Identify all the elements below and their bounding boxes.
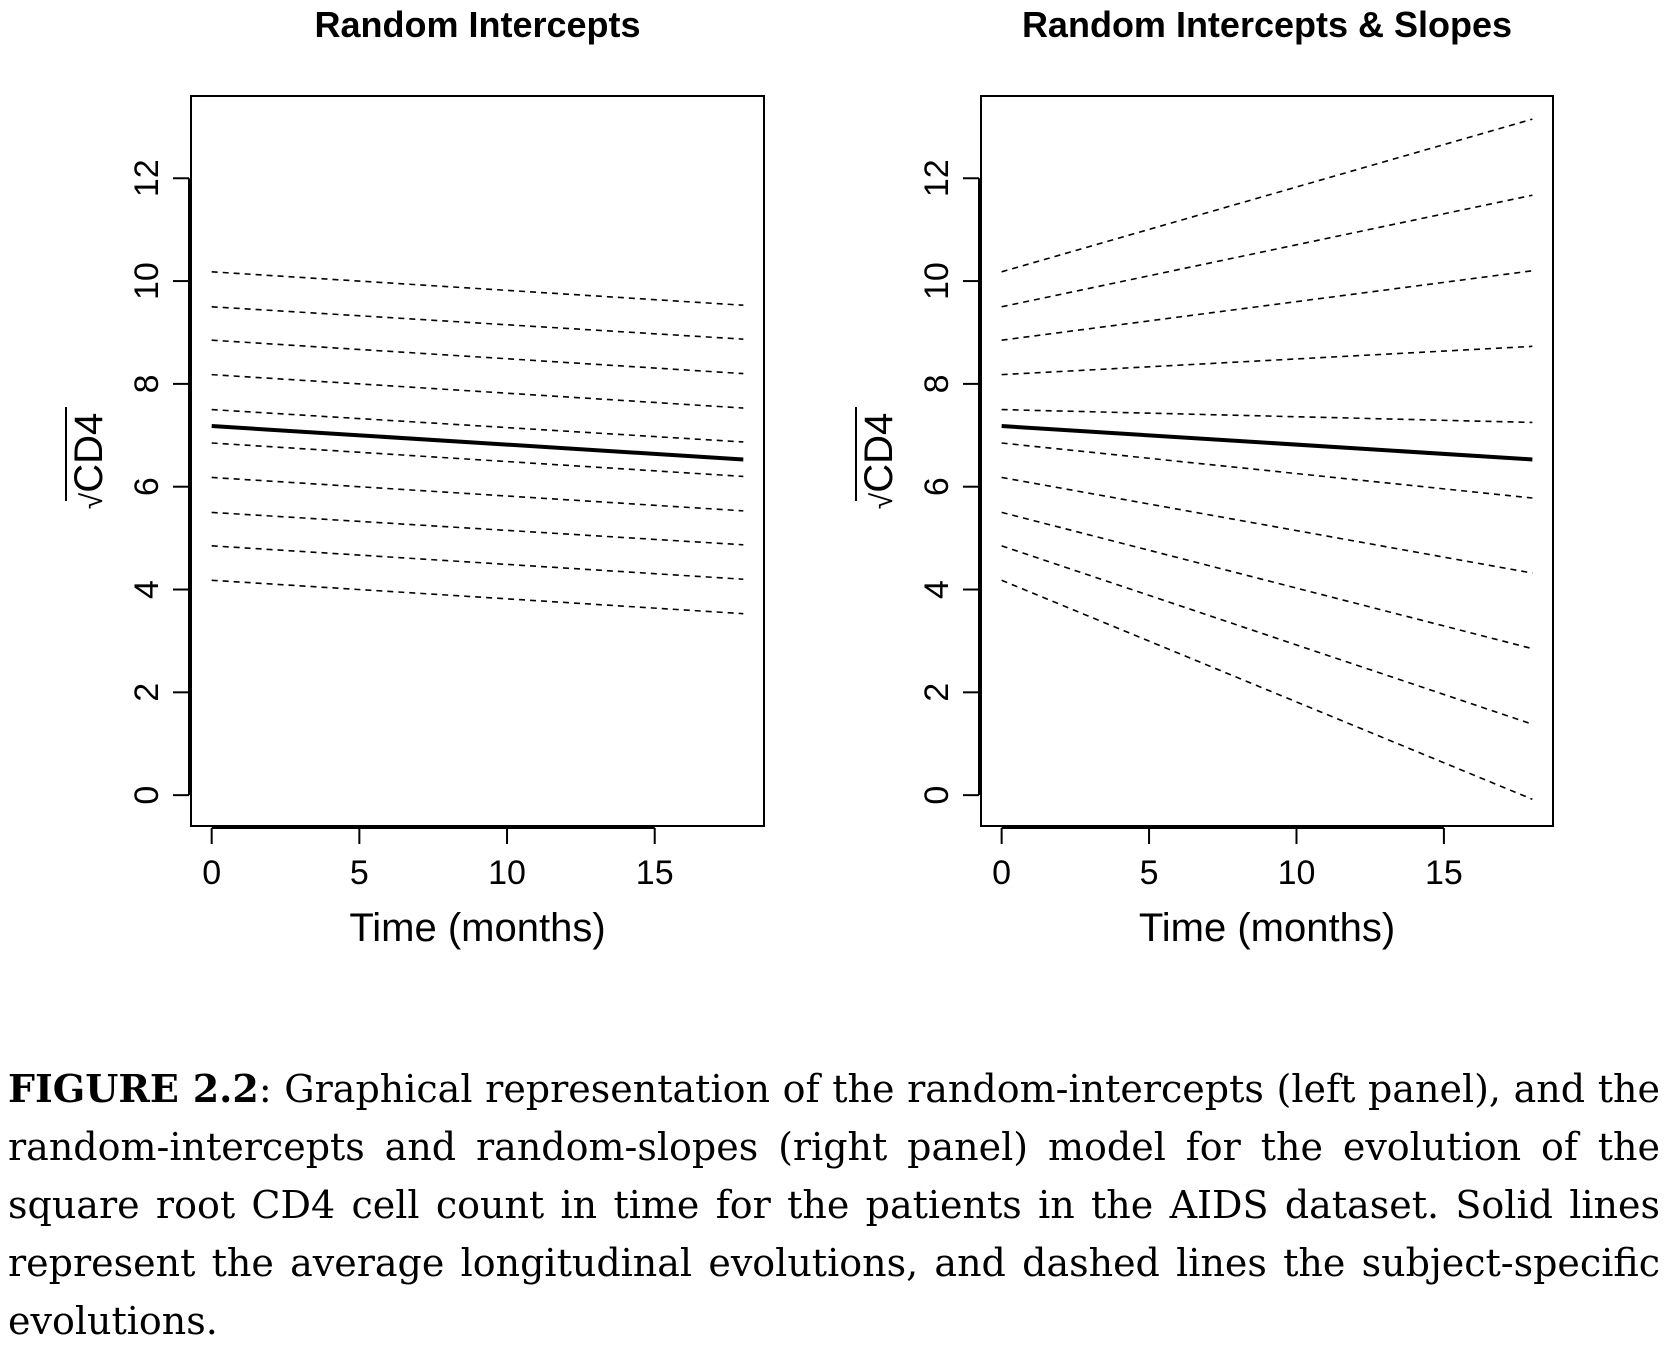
subject-line-right-10 <box>1001 579 1533 801</box>
x-tick-label-right-15: 15 <box>1425 854 1463 892</box>
y-axis-label-name-left: CD4 <box>67 413 111 493</box>
x-tick-label-left-10: 10 <box>488 854 526 892</box>
x-tick-label-right-5: 5 <box>1140 854 1159 892</box>
y-tick-label-left-6: 6 <box>128 477 166 496</box>
subject-line-left-4 <box>211 373 744 409</box>
y-tick-label-right-6: 6 <box>918 477 956 496</box>
figure-panels: Random Intercepts 0 5 10 15 Time (months) 0 2 4 6… <box>65 4 1554 950</box>
subject-line-left-7 <box>211 476 744 512</box>
subject-line-left-1 <box>211 271 744 307</box>
y-tick-label-left-10: 10 <box>128 262 166 300</box>
y-axis-label-text-right: √CD4 <box>857 413 901 510</box>
subject-line-right-8 <box>1001 511 1533 650</box>
y-axis-label-radical-left: √ <box>76 492 109 509</box>
y-tick-label-right-12: 12 <box>918 159 956 197</box>
subject-line-right-2 <box>1001 194 1533 308</box>
y-axis-label-name-right: CD4 <box>857 413 901 493</box>
figure-caption: FIGURE 2.2: Graphical representation of … <box>8 1060 1660 1350</box>
subject-line-left-8 <box>211 511 744 546</box>
subject-line-right-9 <box>1001 545 1533 725</box>
y-tick-label-left-0: 0 <box>128 786 166 805</box>
y-axis-label-radical-right: √ <box>866 492 899 509</box>
x-tick-label-left-0: 0 <box>202 854 221 892</box>
y-axis-label-left: √CD4 <box>65 407 111 510</box>
x-tick-label-right-10: 10 <box>1278 854 1316 892</box>
subject-line-left-10 <box>211 579 744 615</box>
x-axis-label-left: Time (months) <box>349 906 605 950</box>
x-tick-label-right-0: 0 <box>992 854 1011 892</box>
subject-line-left-2 <box>211 305 744 340</box>
x-tick-label-left-15: 15 <box>636 854 674 892</box>
subject-line-left-6 <box>211 442 744 478</box>
average-line-right <box>1001 424 1533 462</box>
y-tick-label-left-12: 12 <box>128 159 166 197</box>
subject-line-right-5 <box>1001 408 1533 424</box>
x-axis-label-right: Time (months) <box>1139 906 1395 950</box>
y-tick-label-right-4: 4 <box>918 580 956 599</box>
y-tick-label-left-4: 4 <box>128 580 166 599</box>
chart-title-left: Random Intercepts <box>314 4 640 45</box>
y-tick-label-right-0: 0 <box>918 786 956 805</box>
subject-line-right-7 <box>1001 476 1533 574</box>
subject-line-right-6 <box>1001 442 1533 499</box>
subject-line-right-1 <box>1001 118 1533 273</box>
subject-line-left-9 <box>211 545 744 581</box>
subject-line-right-4 <box>1001 345 1533 376</box>
caption-label: FIGURE 2.2 <box>8 1066 259 1111</box>
y-axis-label-right: √CD4 <box>855 407 901 510</box>
y-tick-label-left-8: 8 <box>128 374 166 393</box>
y-tick-label-right-10: 10 <box>918 262 956 300</box>
chart-title-right: Random Intercepts & Slopes <box>1022 4 1512 45</box>
y-tick-label-left-2: 2 <box>128 683 166 702</box>
x-tick-label-left-5: 5 <box>350 854 369 892</box>
plot-frame-right <box>980 95 1554 827</box>
y-tick-label-right-2: 2 <box>918 683 956 702</box>
subject-line-left-5 <box>211 408 744 443</box>
subject-line-left-3 <box>211 339 744 375</box>
plot-frame-left <box>190 95 765 827</box>
y-tick-label-right-8: 8 <box>918 374 956 393</box>
caption-text: : Graphical representation of the random… <box>8 1067 1660 1343</box>
y-axis-label-text-left: √CD4 <box>67 413 111 510</box>
average-line-left <box>211 424 744 462</box>
subject-line-right-3 <box>1001 269 1533 341</box>
